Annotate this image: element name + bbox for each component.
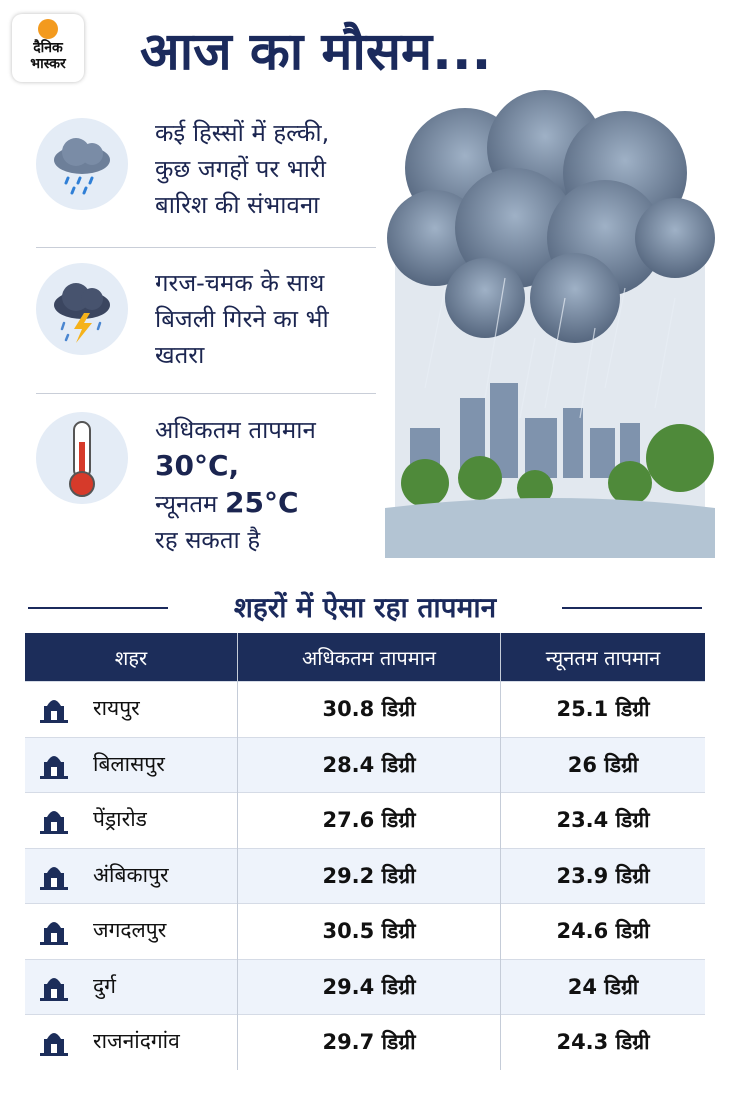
temperature: 27.6 डिग्री (322, 808, 416, 833)
table-row: दुर्ग 29.4 डिग्री 24 डिग्री (25, 958, 705, 1015)
forecast-text: कई हिस्सों में हल्की, (155, 119, 330, 147)
temperature-cell: 26 डिग्री (500, 736, 705, 793)
forecast-text: रह सकता है (155, 526, 261, 554)
city-name: पेंड्रारोड (93, 807, 147, 832)
forecast-text: गरज-चमक के साथ (155, 269, 325, 297)
city-cell: दुर्ग (25, 958, 238, 1015)
forecast-text: बिजली गिरने का भी (155, 305, 329, 333)
city-cell: जगदलपुर (25, 903, 238, 959)
temperature-cell: 30.5 डिग्री (237, 903, 501, 959)
temperature: 29.2 डिग्री (322, 863, 416, 888)
temperature: 29.4 डिग्री (322, 974, 416, 999)
forecast-text: अधिकतम तापमान (155, 416, 316, 444)
city-icon (40, 866, 68, 890)
temperature-cell: 23.4 डिग्री (500, 792, 705, 848)
temperature-cell: 30.8 डिग्री (237, 681, 501, 737)
city-name: रायपुर (93, 696, 140, 721)
temperature-cell: 24 डिग्री (500, 958, 705, 1015)
city-name: अंबिकापुर (93, 862, 169, 887)
logo-text: दैनिक (33, 40, 63, 56)
forecast-text: खतरा (155, 341, 205, 369)
separator (36, 393, 376, 394)
forecast-text: कुछ जगहों पर भारी (155, 155, 326, 183)
temperature-cell: 29.4 डिग्री (237, 958, 501, 1015)
city-icon (40, 977, 68, 1001)
temperature: 30.8 डिग्री (322, 697, 416, 722)
table-header: न्यूनतम तापमान (500, 633, 705, 682)
temperature-cell: 24.3 डिग्री (500, 1014, 705, 1070)
temperature: 24.3 डिग्री (556, 1030, 650, 1055)
table-header: शहर (25, 633, 238, 682)
city-icon (40, 922, 68, 946)
temperature-cell: 25.1 डिग्री (500, 681, 705, 737)
forecast-text: बारिश की संभावना (155, 191, 320, 219)
temperature-cell: 29.2 डिग्री (237, 847, 501, 904)
temperature: 29.7 डिग्री (322, 1030, 416, 1055)
city-name: जगदलपुर (93, 918, 167, 943)
temperature: 25.1 डिग्री (556, 697, 650, 722)
city-cell: राजनांदगांव (25, 1014, 238, 1070)
temperature-cell: 23.9 डिग्री (500, 847, 705, 904)
city-cell: अंबिकापुर (25, 847, 238, 904)
logo: दैनिक भास्कर (12, 14, 84, 82)
temperature: 24 डिग्री (567, 974, 639, 999)
thermometer-icon (36, 412, 128, 504)
table-row: पेंड्रारोड 27.6 डिग्री 23.4 डिग्री (25, 792, 705, 848)
table-header: अधिकतम तापमान (237, 633, 501, 682)
city-name: बिलासपुर (93, 751, 165, 776)
temperature: 23.4 डिग्री (556, 808, 650, 833)
separator (36, 247, 376, 248)
temperature: 24.6 डिग्री (556, 919, 650, 944)
forecast-text: 25°C (225, 486, 299, 519)
forecast-text: न्यूनतम (155, 490, 218, 518)
city-cell: बिलासपुर (25, 736, 238, 793)
table-row: बिलासपुर 28.4 डिग्री 26 डिग्री (25, 736, 705, 793)
temperature-cell: 27.6 डिग्री (237, 792, 501, 848)
section-line (28, 607, 168, 609)
city-name: दुर्ग (93, 973, 116, 998)
temperature-cell: 24.6 डिग्री (500, 903, 705, 959)
temperature-table: शहर अधिकतम तापमान न्यूनतम तापमान रायपुर 3… (25, 633, 705, 1070)
section-title: शहरों में ऐसा रहा तापमान (233, 591, 497, 624)
temperature: 26 डिग्री (567, 752, 639, 777)
title: आज का मौसम... (140, 22, 492, 82)
temperature: 28.4 डिग्री (322, 752, 416, 777)
table-row: रायपुर 30.8 डिग्री 25.1 डिग्री (25, 681, 705, 737)
table-row: अंबिकापुर 29.2 डिग्री 23.9 डिग्री (25, 847, 705, 904)
city-cell: पेंड्रारोड (25, 792, 238, 848)
temperature: 23.9 डिग्री (556, 863, 650, 888)
rain-illustration (385, 90, 715, 558)
forecast-text: 30°C, (155, 449, 240, 482)
city-icon (40, 1033, 68, 1057)
temperature-cell: 28.4 डिग्री (237, 736, 501, 793)
temperature: 30.5 डिग्री (322, 919, 416, 944)
rain-icon (36, 118, 128, 210)
table-row: राजनांदगांव 29.7 डिग्री 24.3 डिग्री (25, 1014, 705, 1070)
city-icon (40, 755, 68, 779)
city-icon (40, 700, 68, 724)
temperature-cell: 29.7 डिग्री (237, 1014, 501, 1070)
city-cell: रायपुर (25, 681, 238, 737)
storm-icon (36, 263, 128, 355)
logo-text: भास्कर (30, 56, 66, 72)
table-row: जगदलपुर 30.5 डिग्री 24.6 डिग्री (25, 903, 705, 959)
city-icon (40, 811, 68, 835)
city-name: राजनांदगांव (93, 1029, 180, 1054)
section-line (562, 607, 702, 609)
